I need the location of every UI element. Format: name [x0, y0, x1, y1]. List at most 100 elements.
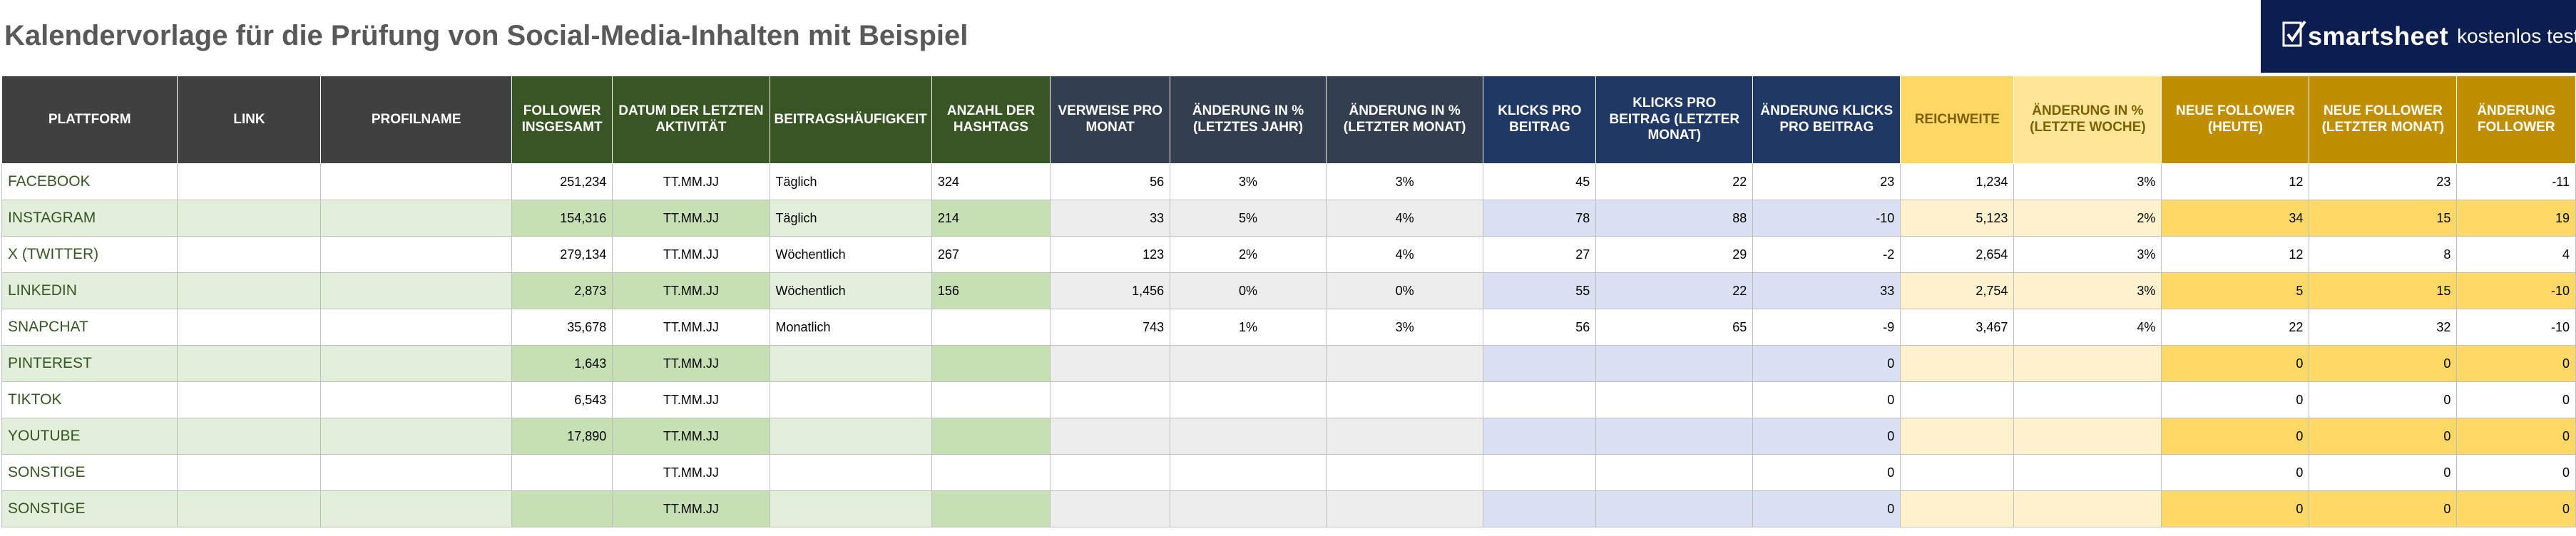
table-cell[interactable]: 0	[2309, 454, 2458, 491]
table-cell[interactable]: 45	[1483, 163, 1597, 200]
table-cell[interactable]: 12	[2161, 236, 2310, 273]
table-cell[interactable]: 0	[2161, 490, 2310, 527]
platform-cell[interactable]: LINKEDIN	[1, 272, 178, 309]
table-cell[interactable]: 0	[1752, 381, 1901, 418]
table-cell[interactable]: 0	[2309, 345, 2458, 382]
table-cell[interactable]	[511, 490, 613, 527]
table-cell[interactable]	[1900, 454, 2015, 491]
table-cell[interactable]: 0	[1752, 418, 1901, 455]
table-cell[interactable]: 0	[1752, 490, 1901, 527]
table-cell[interactable]: 6,543	[511, 381, 613, 418]
table-cell[interactable]: 88	[1595, 200, 1754, 237]
table-cell[interactable]	[931, 454, 1051, 491]
table-cell[interactable]	[1170, 381, 1327, 418]
table-cell[interactable]	[1325, 490, 1484, 527]
column-header[interactable]: ÄNDERUNG KLICKS PRO BEITRAG	[1752, 76, 1901, 164]
table-cell[interactable]	[177, 381, 322, 418]
table-cell[interactable]: 33	[1752, 272, 1901, 309]
table-cell[interactable]	[1050, 345, 1171, 382]
table-cell[interactable]: 56	[1483, 309, 1597, 346]
table-cell[interactable]: 29	[1595, 236, 1754, 273]
table-cell[interactable]: 3%	[2013, 163, 2162, 200]
table-cell[interactable]	[931, 309, 1051, 346]
table-cell[interactable]	[1050, 490, 1171, 527]
table-cell[interactable]: 27	[1483, 236, 1597, 273]
table-cell[interactable]	[320, 200, 512, 237]
column-header[interactable]: ÄNDERUNG FOLLOWER	[2456, 76, 2576, 164]
table-cell[interactable]: 2,873	[511, 272, 613, 309]
table-cell[interactable]: 267	[931, 236, 1051, 273]
table-cell[interactable]: 22	[1595, 163, 1754, 200]
table-cell[interactable]: 0	[2161, 381, 2310, 418]
table-cell[interactable]: 23	[2309, 163, 2458, 200]
column-header[interactable]: PLATTFORM	[1, 76, 178, 164]
table-cell[interactable]	[1900, 490, 2015, 527]
table-cell[interactable]: 0	[2309, 490, 2458, 527]
table-cell[interactable]: 0	[1752, 454, 1901, 491]
table-cell[interactable]: TT.MM.JJ	[612, 381, 770, 418]
platform-cell[interactable]: INSTAGRAM	[1, 200, 178, 237]
table-cell[interactable]	[1900, 418, 2015, 455]
column-header[interactable]: BEITRAGSHÄUFIGKEIT	[769, 76, 932, 164]
table-cell[interactable]: 23	[1752, 163, 1901, 200]
table-cell[interactable]	[769, 418, 932, 455]
platform-cell[interactable]: SNAPCHAT	[1, 309, 178, 346]
platform-cell[interactable]: FACEBOOK	[1, 163, 178, 200]
platform-cell[interactable]: PINTEREST	[1, 345, 178, 382]
table-cell[interactable]	[931, 381, 1051, 418]
table-cell[interactable]	[320, 381, 512, 418]
table-cell[interactable]: Täglich	[769, 200, 932, 237]
table-cell[interactable]: 3%	[1325, 163, 1484, 200]
table-cell[interactable]	[177, 490, 322, 527]
table-cell[interactable]	[1170, 454, 1327, 491]
table-cell[interactable]: TT.MM.JJ	[612, 345, 770, 382]
table-cell[interactable]	[1170, 490, 1327, 527]
table-cell[interactable]: -11	[2456, 163, 2576, 200]
table-cell[interactable]: 2%	[2013, 200, 2162, 237]
table-cell[interactable]: -10	[1752, 200, 1901, 237]
table-cell[interactable]	[931, 418, 1051, 455]
table-cell[interactable]	[1170, 345, 1327, 382]
table-cell[interactable]	[511, 454, 613, 491]
platform-cell[interactable]: TIKTOK	[1, 381, 178, 418]
table-cell[interactable]: 65	[1595, 309, 1754, 346]
table-cell[interactable]: 0	[2456, 381, 2576, 418]
table-cell[interactable]: 2,654	[1900, 236, 2015, 273]
table-cell[interactable]: -2	[1752, 236, 1901, 273]
table-cell[interactable]	[320, 272, 512, 309]
table-cell[interactable]: 279,134	[511, 236, 613, 273]
column-header[interactable]: ÄNDERUNG IN % (LETZTE WOCHE)	[2013, 76, 2162, 164]
table-cell[interactable]: Monatlich	[769, 309, 932, 346]
table-cell[interactable]: 15	[2309, 200, 2458, 237]
column-header[interactable]: ÄNDERUNG IN % (LETZTES JAHR)	[1170, 76, 1327, 164]
table-cell[interactable]: TT.MM.JJ	[612, 454, 770, 491]
table-cell[interactable]: 3%	[1170, 163, 1327, 200]
table-cell[interactable]: TT.MM.JJ	[612, 272, 770, 309]
table-cell[interactable]	[2013, 381, 2162, 418]
table-cell[interactable]: 123	[1050, 236, 1171, 273]
table-cell[interactable]: 156	[931, 272, 1051, 309]
table-cell[interactable]: 56	[1050, 163, 1171, 200]
table-cell[interactable]: Wöchentlich	[769, 236, 932, 273]
table-cell[interactable]: 4%	[1325, 236, 1484, 273]
table-cell[interactable]: 154,316	[511, 200, 613, 237]
table-cell[interactable]	[2013, 454, 2162, 491]
table-cell[interactable]	[769, 490, 932, 527]
table-cell[interactable]	[1595, 381, 1754, 418]
table-cell[interactable]: 5,123	[1900, 200, 2015, 237]
platform-cell[interactable]: SONSTIGE	[1, 490, 178, 527]
table-cell[interactable]: 33	[1050, 200, 1171, 237]
table-cell[interactable]: 17,890	[511, 418, 613, 455]
table-cell[interactable]: 55	[1483, 272, 1597, 309]
table-cell[interactable]: 743	[1050, 309, 1171, 346]
table-cell[interactable]	[1050, 454, 1171, 491]
table-cell[interactable]	[320, 490, 512, 527]
table-cell[interactable]	[320, 236, 512, 273]
column-header[interactable]: NEUE FOLLOWER (HEUTE)	[2161, 76, 2310, 164]
column-header[interactable]: REICHWEITE	[1900, 76, 2015, 164]
table-cell[interactable]: TT.MM.JJ	[612, 200, 770, 237]
table-cell[interactable]: 1%	[1170, 309, 1327, 346]
table-cell[interactable]: 3%	[2013, 236, 2162, 273]
table-cell[interactable]	[769, 345, 932, 382]
table-cell[interactable]	[1483, 490, 1597, 527]
